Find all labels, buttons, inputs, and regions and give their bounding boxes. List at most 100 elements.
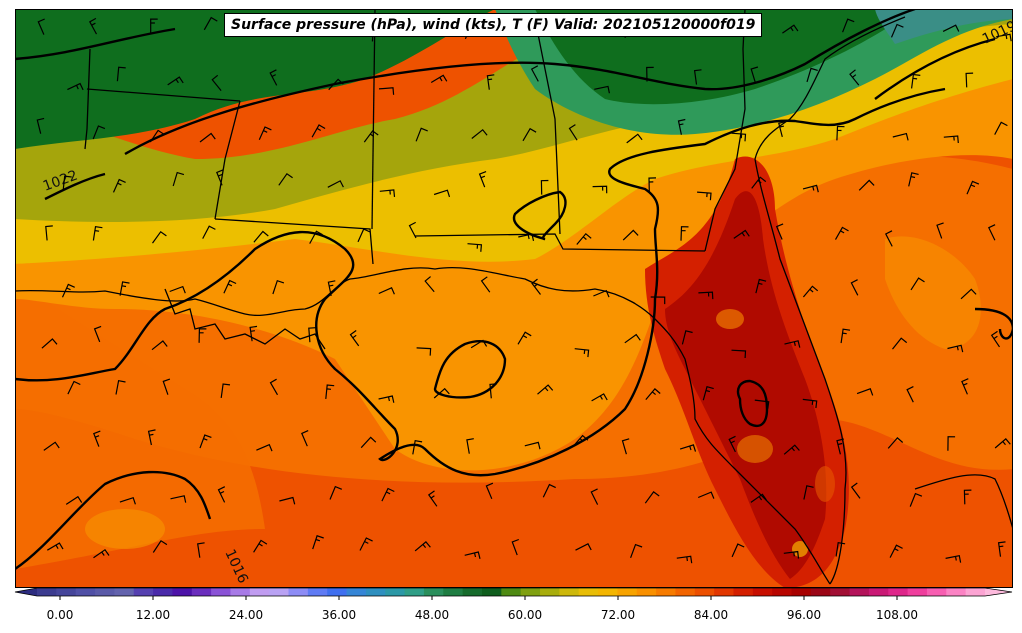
colorbar-cell — [249, 588, 270, 596]
wind-barb — [522, 127, 537, 142]
wind-barb — [965, 72, 974, 88]
wind-barb — [433, 387, 450, 399]
colorbar-cell — [114, 588, 135, 596]
wind-barb — [733, 229, 750, 239]
wind-barb — [485, 482, 494, 500]
wind-barb — [681, 330, 693, 345]
wind-barb — [572, 434, 589, 447]
colorbar-cell — [733, 588, 754, 596]
wind-barb — [170, 495, 187, 503]
wind-barb — [467, 243, 483, 252]
colorbar-cell — [443, 588, 464, 596]
colorbar-cell — [772, 588, 793, 596]
wind-barbs — [36, 16, 1012, 564]
colorbar-cell — [172, 588, 193, 596]
wind-barb — [679, 444, 697, 452]
wind-barb — [471, 128, 488, 139]
wind-barb — [540, 179, 549, 195]
wind-barb — [414, 541, 431, 552]
wind-barb — [424, 276, 435, 293]
wind-barb — [363, 130, 379, 143]
wind-barb — [62, 175, 72, 191]
wind-barb — [167, 76, 184, 86]
wind-barb — [272, 279, 285, 295]
wind-barb — [279, 496, 296, 505]
wind-barb — [149, 129, 165, 143]
wind-barb — [892, 337, 908, 350]
wind-barb — [433, 189, 451, 198]
wind-barb — [840, 328, 851, 344]
colorbar-cell — [636, 588, 657, 596]
colorbar-extend-max — [985, 588, 1012, 596]
wind-barb — [46, 542, 64, 551]
wind-barb — [517, 331, 532, 345]
wind-barb — [489, 383, 498, 399]
wind-barb — [960, 288, 977, 300]
wind-barb — [803, 485, 814, 500]
wind-barb — [41, 338, 58, 349]
wind-barb — [537, 384, 554, 395]
wind-barb — [486, 74, 495, 90]
wind-barb — [93, 430, 101, 447]
wind-barb — [750, 66, 759, 83]
wind-barb — [784, 340, 801, 348]
wind-barb — [910, 277, 925, 291]
wind-barb — [301, 430, 309, 447]
colorbar-tick-label: 60.00 — [508, 608, 542, 622]
wind-barb — [119, 281, 130, 296]
colorbar-cell — [56, 588, 77, 596]
wind-barb — [199, 132, 216, 143]
wind-barb — [256, 443, 273, 452]
colorbar-outline — [14, 587, 1013, 597]
wind-barb — [591, 393, 608, 402]
wind-barb — [518, 233, 535, 242]
wind-barb — [697, 191, 712, 201]
wind-barb — [478, 171, 487, 188]
wind-barb — [966, 180, 980, 195]
wind-barb — [308, 327, 316, 343]
wind-barb — [942, 24, 960, 32]
wind-barb — [329, 485, 343, 500]
wind-barb — [269, 378, 279, 396]
wind-barb — [202, 225, 216, 239]
colorbar-cell — [520, 588, 541, 596]
map-border — [15, 9, 1013, 588]
colorbar-extend-min — [15, 588, 37, 596]
wind-barb — [568, 124, 578, 141]
colorbar-cell — [810, 588, 831, 596]
wind-barb — [530, 65, 539, 82]
colorbar-cell — [269, 588, 290, 596]
map-title: Surface pressure (hPa), wind (kts), T (F… — [224, 13, 763, 37]
colorbar-cell — [752, 588, 773, 596]
colorbar-cell — [656, 588, 676, 596]
wind-barb — [378, 87, 395, 95]
colorbar-cell — [385, 588, 406, 596]
wind-barb — [990, 330, 1000, 348]
wind-barb — [676, 555, 693, 564]
colorbar-cells — [14, 587, 1013, 597]
wind-barb — [198, 328, 207, 343]
wind-barb — [328, 78, 344, 91]
colorbar-cell — [694, 588, 715, 596]
wind-barb — [834, 226, 849, 240]
wind-barb — [887, 437, 904, 449]
colorbar-cell — [327, 588, 348, 596]
wind-barb — [755, 278, 767, 294]
wind-barb — [152, 230, 167, 244]
wind-barb — [751, 176, 767, 189]
wind-barb — [92, 226, 103, 241]
wind-barb — [594, 85, 610, 94]
wind-barb — [906, 386, 914, 403]
colorbar-tick-label: 48.00 — [415, 608, 449, 622]
wind-barb — [253, 230, 269, 243]
wind-barb — [947, 436, 956, 451]
temp-region-light-orange-right — [885, 236, 981, 349]
wind-barb — [630, 543, 643, 559]
wind-barb — [997, 541, 1006, 557]
colorbar-cell — [191, 588, 212, 596]
wind-barb — [936, 222, 944, 239]
wind-barb — [593, 289, 610, 298]
colorbar-cell — [926, 588, 947, 596]
wind-barb — [112, 178, 126, 193]
wind-barb — [327, 280, 336, 297]
